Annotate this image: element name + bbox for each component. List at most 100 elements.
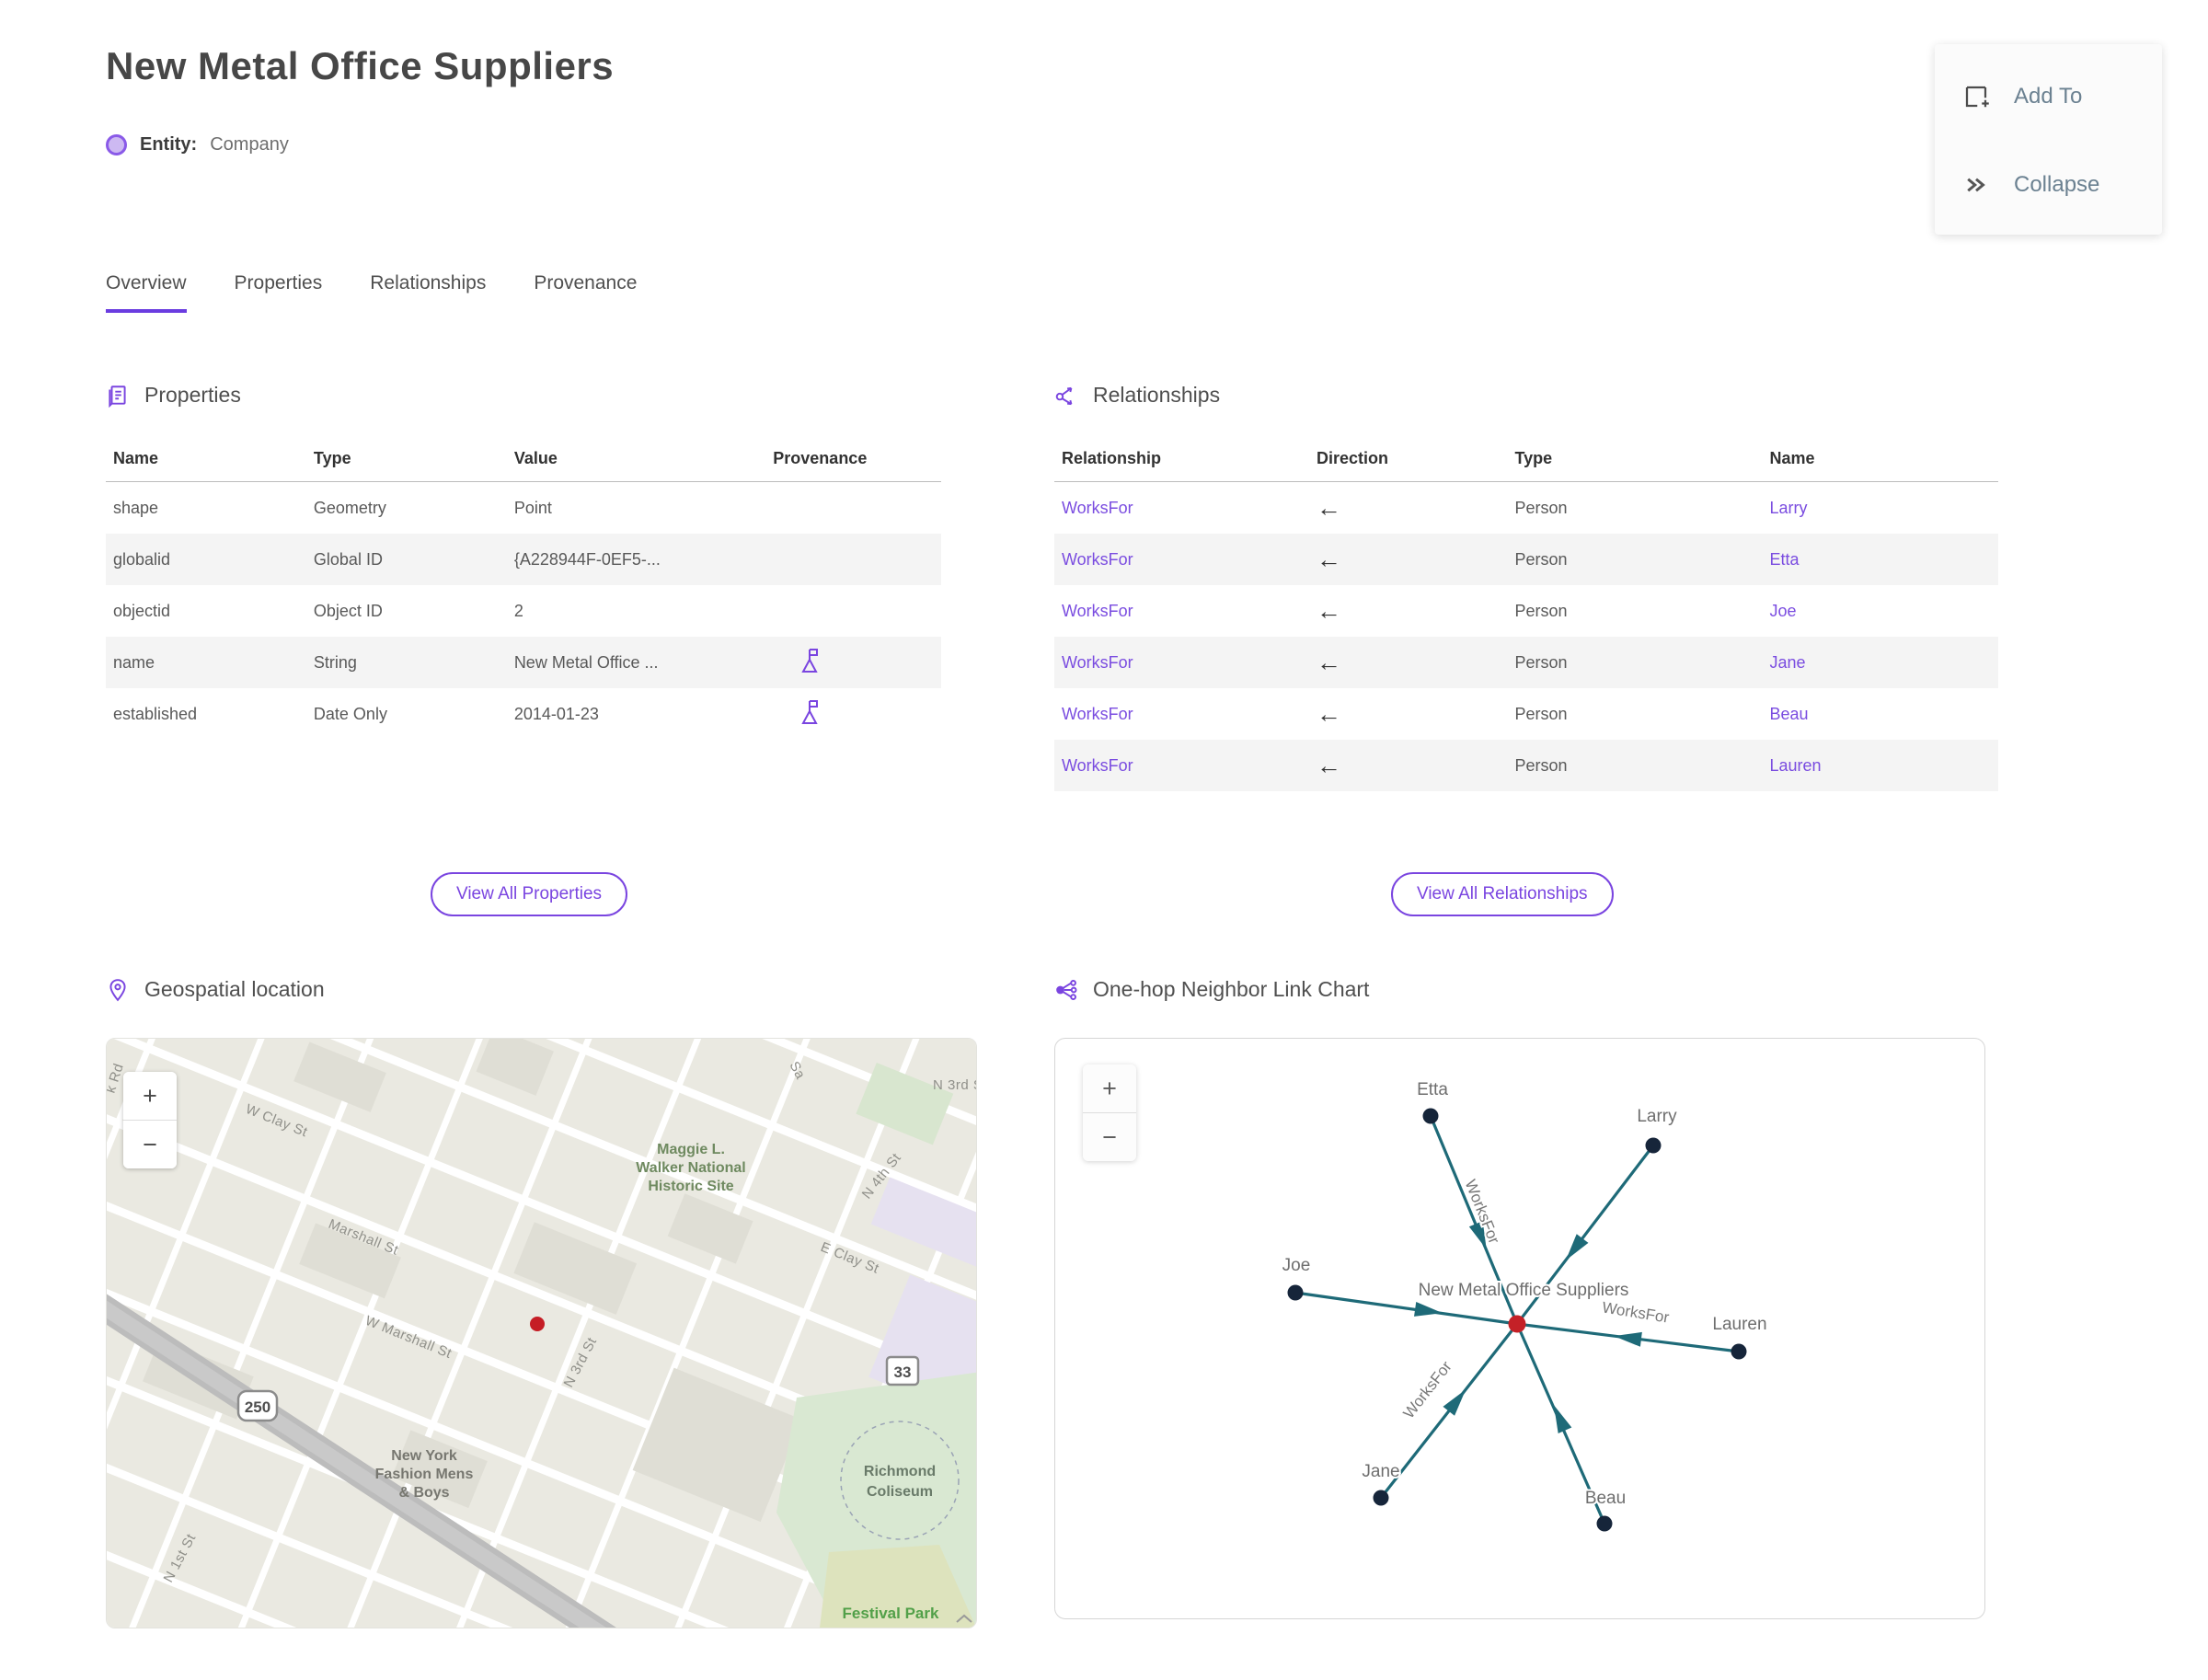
properties-table-header: Name Type Value Provenance [106,440,941,482]
tab-relationships[interactable]: Relationships [370,272,487,293]
route-shield-33: 33 [885,1355,920,1387]
map-canvas[interactable]: W Clay St Marshall St W Marshall St E Cl… [107,1039,976,1628]
entity-link[interactable]: Joe [1769,601,1797,620]
col-direction: Direction [1309,440,1508,482]
location-marker[interactable] [530,1317,545,1331]
node-joe [1287,1284,1304,1301]
poi-label: Fashion Mens [375,1467,474,1482]
zoom-out-button[interactable]: − [1083,1112,1136,1161]
relationships-icon [1055,386,1073,405]
link-chart-section-title: One-hop Neighbor Link Chart [1093,977,1370,1001]
properties-section-title: Properties [144,383,241,407]
geospatial-section-title: Geospatial location [144,977,325,1001]
poi-label: Richmond [864,1464,936,1479]
edge-etta [1429,1115,1519,1325]
relationship-link[interactable]: WorksFor [1062,498,1133,517]
map-pin-icon [109,978,126,1001]
relationships-table: Relationship Direction Type Name WorksFo… [1054,440,1998,791]
map-zoom-control: + − [123,1072,177,1168]
one-hop-link-chart[interactable]: WorksFor WorksFor WorksFor Etta Larry Jo… [1054,1038,1985,1619]
festival-park-area [820,1545,976,1628]
node-label: Joe [1282,1256,1311,1275]
col-value: Value [506,440,766,482]
tab-properties[interactable]: Properties [234,272,323,293]
table-row: objectid Object ID 2 [113,601,523,620]
node-label: Etta [1417,1080,1448,1099]
relationship-link[interactable]: WorksFor [1062,549,1133,569]
poi-label: Coliseum [867,1484,933,1500]
center-node-label: New Metal Office Suppliers [1419,1281,1629,1300]
geospatial-map[interactable]: W Clay St Marshall St W Marshall St E Cl… [106,1038,977,1628]
col-provenance: Provenance [765,440,941,482]
entity-link[interactable]: Lauren [1769,755,1822,775]
relationships-section-header: Relationships [1054,383,1220,408]
add-to-button[interactable]: Add To [1962,68,2162,125]
relationship-link[interactable]: WorksFor [1062,755,1133,775]
node-larry [1645,1137,1662,1154]
entity-link[interactable]: Etta [1769,549,1800,569]
view-all-properties-button[interactable]: View All Properties [431,872,628,916]
relationship-link[interactable]: WorksFor [1062,652,1133,672]
direction-arrow: ← [1317,699,1342,728]
poi-label: & Boys [398,1485,449,1501]
zoom-in-button[interactable]: + [1083,1064,1136,1112]
zoom-out-button[interactable]: − [123,1120,177,1168]
table-row: established Date Only 2014-01-23 [106,688,941,740]
table-row: WorksFor ← Person Beau [1054,688,1998,740]
poi-label: Festival Park [843,1605,939,1622]
node-label: Lauren [1712,1315,1766,1334]
entity-type-icon [106,134,127,155]
node-beau [1596,1515,1613,1532]
provenance-flag-icon[interactable] [799,648,821,673]
chart-zoom-control: + − [1083,1064,1136,1161]
node-lauren [1731,1343,1747,1360]
svg-text:250: 250 [245,1398,270,1416]
link-chart-canvas[interactable]: WorksFor WorksFor WorksFor Etta Larry Jo… [1055,1039,1985,1619]
page-title: New Metal Office Suppliers [106,44,615,87]
link-chart-icon [1056,979,1077,1000]
properties-section-header: Properties [106,383,241,408]
tab-overview[interactable]: Overview [106,272,187,313]
node-center[interactable] [1508,1315,1526,1333]
table-row: WorksFor ← Person Lauren [1054,740,1998,791]
street-label: N 3rd St [933,1077,976,1093]
entity-link[interactable]: Jane [1769,652,1806,672]
arrowhead [1443,1389,1466,1416]
properties-icon [109,385,126,408]
col-type: Type [305,440,507,482]
entity-type-value: Company [210,134,289,155]
svg-text:33: 33 [894,1364,912,1381]
node-label: Larry [1637,1107,1677,1126]
zoom-in-button[interactable]: + [123,1072,177,1120]
attribution-chevron-icon[interactable] [956,1614,972,1623]
entity-link[interactable]: Larry [1769,498,1808,517]
poi-label: Historic Site [648,1179,733,1194]
entity-label: Entity: [140,134,198,155]
entity-link[interactable]: Beau [1769,704,1809,723]
relationship-link[interactable]: WorksFor [1062,601,1133,620]
coliseum-circle [840,1421,960,1540]
arrowhead [1468,1221,1487,1249]
edge-joe [1294,1291,1518,1326]
link-chart-section-header: One-hop Neighbor Link Chart [1054,977,1369,1002]
node-etta [1422,1108,1439,1124]
relationship-link[interactable]: WorksFor [1062,704,1133,723]
direction-arrow: ← [1317,493,1342,522]
poi-label: New York [391,1448,457,1464]
direction-arrow: ← [1317,648,1342,676]
poi-label: Walker National [636,1160,745,1176]
properties-table: Name Type Value Provenance shape Geometr… [106,440,941,740]
direction-arrow: ← [1317,751,1342,779]
poi-label: Maggie L. [657,1142,725,1157]
direction-arrow: ← [1317,545,1342,573]
table-row: globalid Global ID {A228944F-0EF5-... [106,534,941,585]
tab-provenance[interactable]: Provenance [534,272,638,293]
add-to-icon [1965,86,1989,108]
node-jane [1373,1490,1389,1506]
col-relationship: Relationship [1054,440,1310,482]
provenance-flag-icon[interactable] [799,699,821,725]
collapse-button[interactable]: Collapse [1962,156,2162,213]
view-all-relationships-button[interactable]: View All Relationships [1391,872,1614,916]
table-row: WorksFor ← Person Joe [1054,585,1998,637]
tab-bar: Overview Properties Relationships Proven… [106,272,637,313]
